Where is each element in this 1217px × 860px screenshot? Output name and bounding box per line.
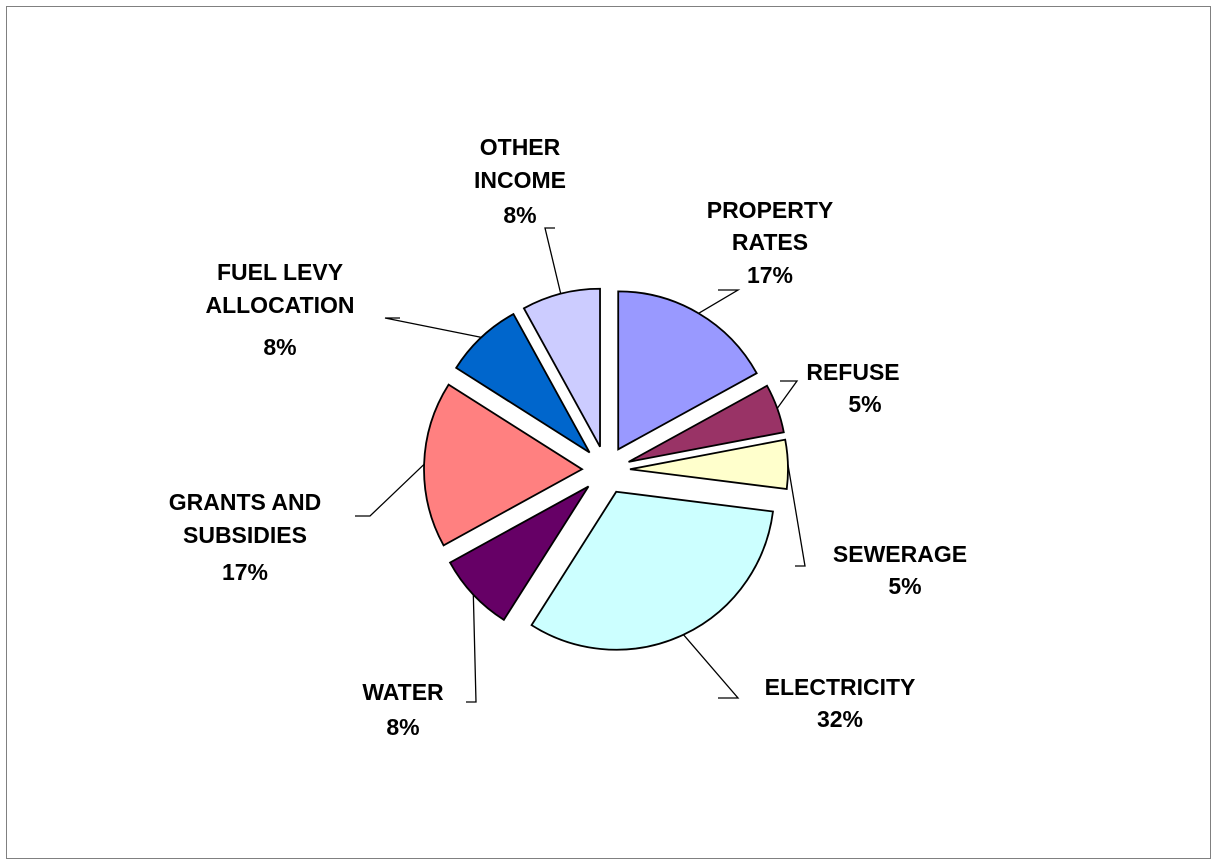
leader-line (355, 463, 425, 517)
slice-category-label: INCOME (474, 167, 566, 193)
slice-percent-label: 5% (888, 573, 921, 599)
pie-slices (423, 287, 789, 651)
slice-percent-label: 5% (848, 391, 881, 417)
slice-percent-label: 32% (817, 706, 863, 732)
pie-slice-grants-and-subsidies (423, 383, 584, 547)
leader-line (787, 464, 806, 567)
slice-category-label: PROPERTY (707, 197, 834, 223)
pie-slice-fuel-levy-allocation (454, 312, 591, 454)
slice-percent-label: 8% (503, 202, 536, 228)
slice-percent-label: 8% (386, 714, 419, 740)
slice-category-label: WATER (362, 679, 444, 705)
slice-category-label: ALLOCATION (205, 292, 354, 318)
slice-category-label: RATES (732, 229, 808, 255)
slice-category-label: SEWERAGE (833, 541, 967, 567)
leader-line (682, 634, 740, 699)
leader-line (544, 227, 562, 294)
slice-category-label: ELECTRICITY (765, 674, 916, 700)
slice-category-label: FUEL LEVY (217, 259, 343, 285)
slice-percent-label: 17% (747, 262, 793, 288)
leader-lines (355, 227, 806, 703)
leader-line (776, 380, 799, 409)
pie-slice-electricity (530, 490, 774, 651)
leader-line (698, 289, 741, 314)
chart-frame (6, 6, 1211, 859)
leader-line (384, 317, 482, 338)
pie-slice-property-rates (617, 290, 758, 451)
slice-category-label: GRANTS AND (169, 489, 321, 515)
leader-line (466, 594, 477, 703)
slice-percent-label: 17% (222, 559, 268, 585)
slice-category-label: SUBSIDIES (183, 522, 307, 548)
pie-slice-sewerage (629, 438, 789, 491)
slice-percent-label: 8% (263, 334, 296, 360)
pie-slice-other-income (522, 287, 601, 448)
slice-category-label: REFUSE (806, 359, 899, 385)
data-labels: PROPERTY RATES 17% REFUSE 5% SEWERAGE 5% ELECTR… (169, 134, 967, 740)
slice-category-label: OTHER (480, 134, 561, 160)
pie-slice-refuse (628, 384, 785, 463)
pie-slice-water (448, 485, 590, 622)
